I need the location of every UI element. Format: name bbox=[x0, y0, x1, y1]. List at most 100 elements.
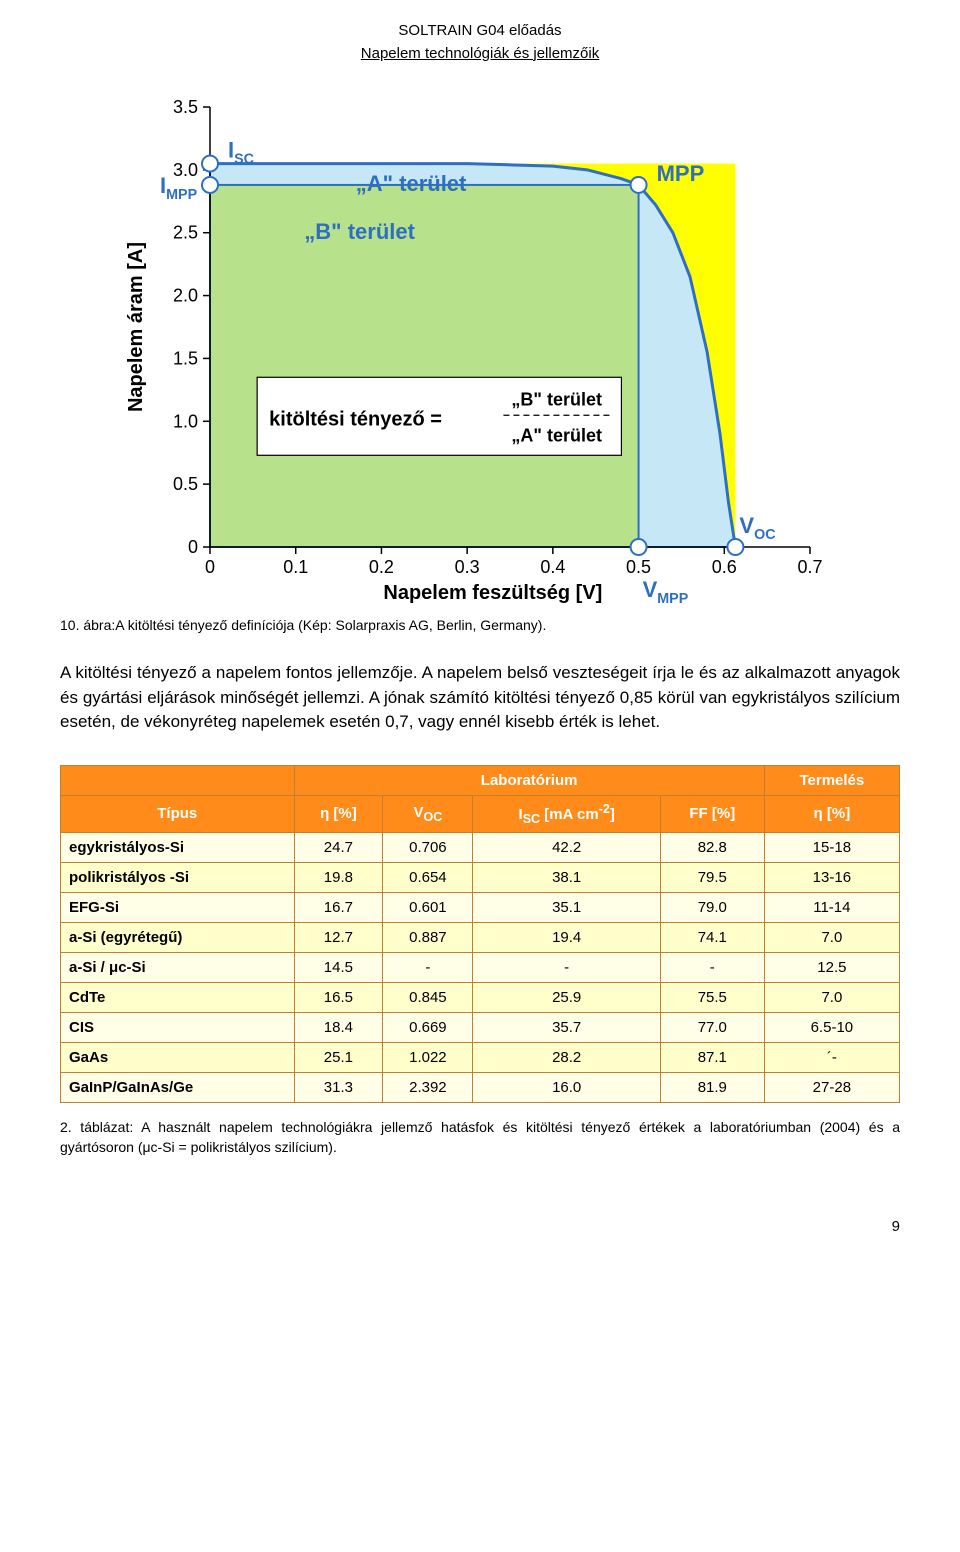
page-number: 9 bbox=[60, 1218, 900, 1235]
row-head: egykristályos-Si bbox=[61, 832, 295, 862]
th-col-4: FF [%] bbox=[660, 795, 764, 832]
svg-text:MPP: MPP bbox=[657, 161, 705, 186]
table-cell: 28.2 bbox=[473, 1042, 660, 1072]
svg-text:0.6: 0.6 bbox=[712, 557, 737, 577]
table-cell: 75.5 bbox=[660, 982, 764, 1012]
table-col-row: Típusη [%]VOCISC [mA cm-2]FF [%]η [%] bbox=[61, 795, 900, 832]
svg-text:„B" terület: „B" terület bbox=[511, 389, 602, 409]
th-col-1: η [%] bbox=[294, 795, 383, 832]
table-cell: 15-18 bbox=[764, 832, 899, 862]
table-cell: 2.392 bbox=[383, 1072, 473, 1102]
svg-text:„B" terület: „B" terület bbox=[304, 219, 415, 244]
table-cell: 16.5 bbox=[294, 982, 383, 1012]
row-head: EFG-Si bbox=[61, 892, 295, 922]
svg-text:kitöltési tényező =: kitöltési tényező = bbox=[269, 408, 442, 430]
row-head: GaInP/GaInAs/Ge bbox=[61, 1072, 295, 1102]
table-cell: 1.022 bbox=[383, 1042, 473, 1072]
table-cell: 25.9 bbox=[473, 982, 660, 1012]
doc-header-line1: SOLTRAIN G04 előadás bbox=[60, 20, 900, 43]
svg-text:VMPP: VMPP bbox=[643, 577, 689, 607]
table-row: CdTe16.50.84525.975.57.0 bbox=[61, 982, 900, 1012]
row-head: CdTe bbox=[61, 982, 295, 1012]
table-caption: 2. táblázat: A használt napelem technoló… bbox=[60, 1117, 900, 1158]
table-cell: - bbox=[660, 952, 764, 982]
table-cell: 16.0 bbox=[473, 1072, 660, 1102]
svg-text:0.7: 0.7 bbox=[797, 557, 822, 577]
body-paragraph: A kitöltési tényező a napelem fontos jel… bbox=[60, 661, 900, 735]
row-head: a-Si / μc-Si bbox=[61, 952, 295, 982]
th-group-lab: Laboratórium bbox=[294, 765, 764, 795]
table-cell: 35.1 bbox=[473, 892, 660, 922]
row-head: GaAs bbox=[61, 1042, 295, 1072]
table-cell: 19.4 bbox=[473, 922, 660, 952]
row-head: CIS bbox=[61, 1012, 295, 1042]
th-col-3: ISC [mA cm-2] bbox=[473, 795, 660, 832]
figure-caption: 10. ábra:A kitöltési tényező definíciója… bbox=[60, 617, 900, 633]
svg-text:0.2: 0.2 bbox=[369, 557, 394, 577]
svg-text:0.5: 0.5 bbox=[626, 557, 651, 577]
table-body: egykristályos-Si24.70.70642.282.815-18po… bbox=[61, 832, 900, 1102]
table-cell: 13-16 bbox=[764, 862, 899, 892]
table-cell: 74.1 bbox=[660, 922, 764, 952]
svg-text:2.5: 2.5 bbox=[173, 223, 198, 243]
table-cell: ´- bbox=[764, 1042, 899, 1072]
th-group-prod: Termelés bbox=[764, 765, 899, 795]
table-row: polikristályos -Si19.80.65438.179.513-16 bbox=[61, 862, 900, 892]
table-cell: 0.887 bbox=[383, 922, 473, 952]
table-cell: 12.5 bbox=[764, 952, 899, 982]
table-cell: 31.3 bbox=[294, 1072, 383, 1102]
table-cell: - bbox=[473, 952, 660, 982]
table-cell: 77.0 bbox=[660, 1012, 764, 1042]
svg-text:1.0: 1.0 bbox=[173, 411, 198, 431]
svg-text:3.5: 3.5 bbox=[173, 97, 198, 117]
svg-text:2.0: 2.0 bbox=[173, 286, 198, 306]
table-cell: 82.8 bbox=[660, 832, 764, 862]
svg-text:0: 0 bbox=[188, 537, 198, 557]
table-cell: 27-28 bbox=[764, 1072, 899, 1102]
table-cell: 0.845 bbox=[383, 982, 473, 1012]
table-cell: 7.0 bbox=[764, 982, 899, 1012]
table-cell: 12.7 bbox=[294, 922, 383, 952]
table-cell: 0.654 bbox=[383, 862, 473, 892]
svg-text:Napelem feszültség [V]: Napelem feszültség [V] bbox=[383, 582, 602, 604]
svg-text:0.3: 0.3 bbox=[455, 557, 480, 577]
table-cell: - bbox=[383, 952, 473, 982]
doc-header: SOLTRAIN G04 előadás Napelem technológiá… bbox=[60, 20, 900, 67]
table-row: GaAs25.11.02228.287.1´- bbox=[61, 1042, 900, 1072]
svg-text:„A" terület: „A" terület bbox=[356, 171, 467, 196]
th-blank bbox=[61, 765, 295, 795]
table-cell: 42.2 bbox=[473, 832, 660, 862]
table-cell: 0.706 bbox=[383, 832, 473, 862]
svg-text:0: 0 bbox=[205, 557, 215, 577]
table-row: CIS18.40.66935.777.06.5-10 bbox=[61, 1012, 900, 1042]
svg-text:1.5: 1.5 bbox=[173, 348, 198, 368]
table-cell: 16.7 bbox=[294, 892, 383, 922]
svg-text:0.1: 0.1 bbox=[283, 557, 308, 577]
table-cell: 25.1 bbox=[294, 1042, 383, 1072]
table-cell: 38.1 bbox=[473, 862, 660, 892]
svg-text:„A" terület: „A" terület bbox=[511, 425, 602, 445]
table-row: a-Si (egyrétegű)12.70.88719.474.17.0 bbox=[61, 922, 900, 952]
table-cell: 0.669 bbox=[383, 1012, 473, 1042]
table-row: EFG-Si16.70.60135.179.011-14 bbox=[61, 892, 900, 922]
row-head: polikristályos -Si bbox=[61, 862, 295, 892]
table-cell: 35.7 bbox=[473, 1012, 660, 1042]
table-cell: 18.4 bbox=[294, 1012, 383, 1042]
table-cell: 7.0 bbox=[764, 922, 899, 952]
svg-text:3.0: 3.0 bbox=[173, 160, 198, 180]
table-cell: 6.5-10 bbox=[764, 1012, 899, 1042]
th-col-0: Típus bbox=[61, 795, 295, 832]
doc-header-line2: Napelem technológiák és jellemzőik bbox=[361, 43, 599, 68]
table-cell: 87.1 bbox=[660, 1042, 764, 1072]
svg-text:0.5: 0.5 bbox=[173, 474, 198, 494]
table-row: GaInP/GaInAs/Ge31.32.39216.081.927-28 bbox=[61, 1072, 900, 1102]
table-cell: 81.9 bbox=[660, 1072, 764, 1102]
table-head: Laboratórium Termelés Típusη [%]VOCISC [… bbox=[61, 765, 900, 832]
table-cell: 79.5 bbox=[660, 862, 764, 892]
table-group-row: Laboratórium Termelés bbox=[61, 765, 900, 795]
table-cell: 11-14 bbox=[764, 892, 899, 922]
svg-text:Napelem áram [A]: Napelem áram [A] bbox=[125, 242, 147, 412]
th-col-5: η [%] bbox=[764, 795, 899, 832]
table-cell: 79.0 bbox=[660, 892, 764, 922]
efficiency-table: Laboratórium Termelés Típusη [%]VOCISC [… bbox=[60, 765, 900, 1103]
